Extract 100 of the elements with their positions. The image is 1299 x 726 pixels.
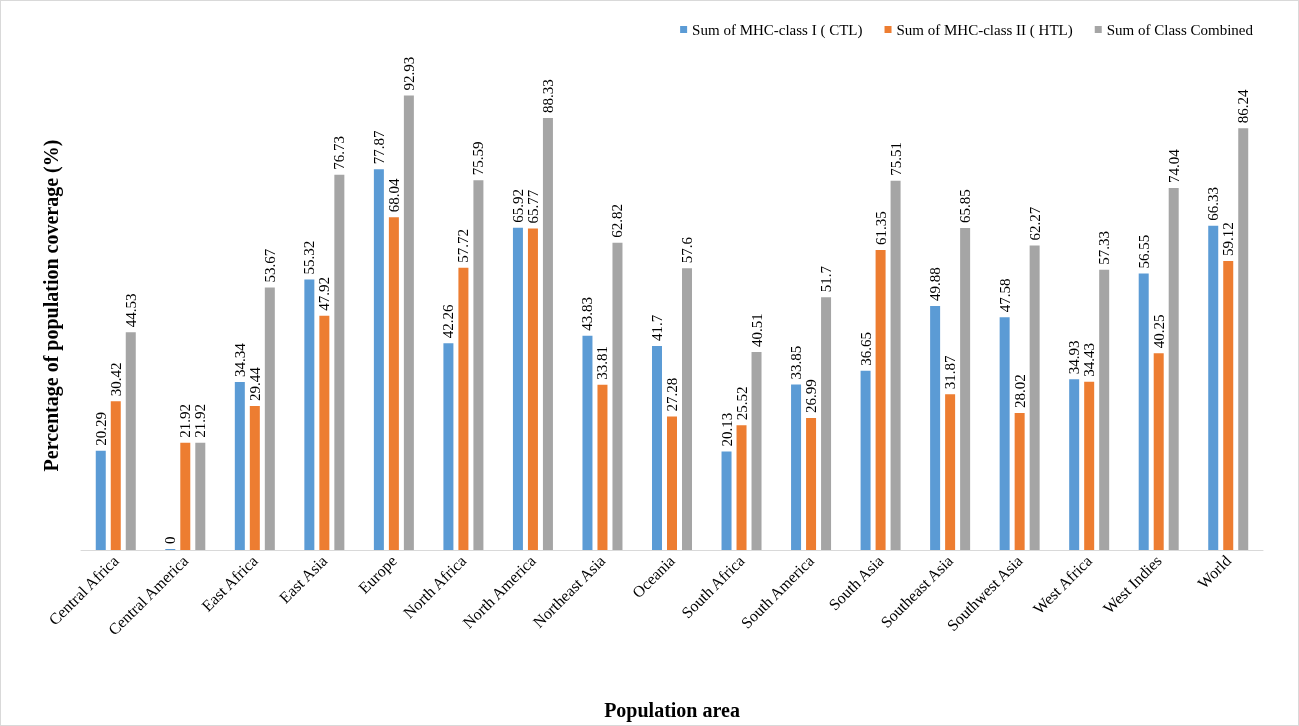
bar: [403, 95, 414, 550]
bar: [597, 384, 608, 550]
y-axis-title: Percentage of population coverage (%): [40, 139, 63, 472]
data-label: 26.99: [803, 379, 820, 414]
bar: [95, 450, 106, 550]
data-label: 25.52: [733, 386, 750, 421]
bar: [110, 401, 121, 550]
data-label: 74.04: [1165, 148, 1182, 183]
data-label: 20.29: [92, 412, 109, 446]
bar: [234, 382, 245, 550]
bar: [890, 180, 901, 550]
data-label: 33.81: [594, 345, 611, 380]
data-label: 44.53: [122, 293, 139, 328]
data-label: 34.93: [1066, 340, 1083, 375]
bar: [1223, 260, 1234, 550]
data-label: 43.83: [579, 296, 596, 331]
bar: [721, 451, 732, 550]
bar: [930, 306, 941, 550]
data-label: 36.65: [857, 332, 874, 366]
bar: [582, 335, 593, 550]
bar: [652, 346, 662, 550]
data-label: 47.92: [316, 276, 333, 311]
data-label: 66.33: [1205, 186, 1222, 221]
bar: [751, 351, 762, 550]
legend-label: Sum of MHC-class I ( CTL): [692, 21, 863, 39]
data-label: 0: [162, 536, 179, 544]
bar: [667, 416, 677, 550]
bar: [264, 287, 275, 550]
data-label: 59.12: [1220, 222, 1237, 256]
data-label: 65.92: [509, 188, 526, 223]
bar: [388, 217, 399, 550]
data-label: 20.13: [718, 412, 735, 447]
data-label: 57.6: [679, 236, 695, 264]
data-label: 29.44: [246, 366, 263, 402]
bar: [195, 442, 206, 550]
bar: [443, 343, 454, 550]
data-label: 34.43: [1081, 342, 1098, 377]
data-label: 28.02: [1011, 374, 1028, 408]
bar: [1029, 245, 1040, 550]
data-label: 42.26: [440, 304, 457, 339]
data-label: 68.04: [385, 178, 402, 213]
bar: [1208, 225, 1219, 550]
data-label: 27.28: [664, 377, 680, 412]
bar: [612, 242, 623, 550]
bar: [1138, 273, 1149, 550]
bar: [791, 384, 802, 550]
bar: [319, 315, 330, 550]
data-label: 40.51: [748, 313, 765, 347]
x-tick-label: East Asia: [275, 551, 331, 607]
legend-label: Sum of MHC-class II ( HTL): [896, 21, 1073, 39]
data-label: 92.93: [400, 56, 417, 91]
bar: [1168, 187, 1179, 550]
bar: [806, 418, 817, 550]
data-label: 88.33: [539, 79, 556, 114]
data-label: 55.32: [301, 240, 318, 275]
data-label: 86.24: [1235, 89, 1252, 124]
bar: [125, 332, 136, 550]
bar: [682, 268, 692, 550]
bar: [999, 317, 1010, 550]
bar: [1238, 128, 1249, 550]
data-label: 30.42: [107, 362, 124, 397]
bar: [334, 174, 345, 550]
bar: [1099, 269, 1110, 550]
data-label: 34.34: [231, 342, 248, 378]
x-axis-title: Population area: [604, 699, 740, 722]
data-label: 47.58: [996, 278, 1013, 313]
bar: [1069, 379, 1080, 550]
data-label: 31.87: [942, 354, 959, 390]
data-label: 65.85: [957, 189, 974, 223]
data-label: 75.51: [887, 142, 904, 176]
bar: [473, 180, 484, 550]
legend-label: Sum of Class Combined: [1106, 21, 1254, 38]
bar: [960, 227, 971, 550]
data-label: 65.77: [524, 189, 541, 224]
data-label: 75.59: [470, 141, 487, 176]
data-label: 21.92: [177, 404, 194, 438]
data-label: 40.25: [1150, 314, 1167, 349]
bar: [458, 267, 469, 550]
bar: [1153, 353, 1164, 550]
bar: [875, 250, 886, 550]
data-label: 62.27: [1026, 206, 1043, 241]
bar: [945, 394, 956, 550]
data-label: 51.7: [818, 265, 835, 293]
data-label: 33.85: [788, 345, 805, 380]
bar: [1084, 381, 1095, 550]
data-label: 21.92: [192, 404, 209, 438]
data-label: 41.7: [649, 314, 665, 342]
data-label: 76.73: [331, 136, 348, 170]
bar: [249, 406, 260, 550]
bar: [860, 370, 871, 550]
data-label: 53.67: [261, 248, 278, 283]
bar: [736, 425, 747, 550]
data-label: 77.87: [370, 129, 387, 165]
bar: [512, 227, 523, 550]
data-label: 57.33: [1096, 230, 1113, 265]
bar: [180, 442, 191, 550]
bar: [373, 169, 384, 550]
data-label: 49.88: [927, 267, 944, 302]
data-label: 62.82: [609, 204, 626, 238]
data-label: 56.55: [1135, 234, 1152, 269]
